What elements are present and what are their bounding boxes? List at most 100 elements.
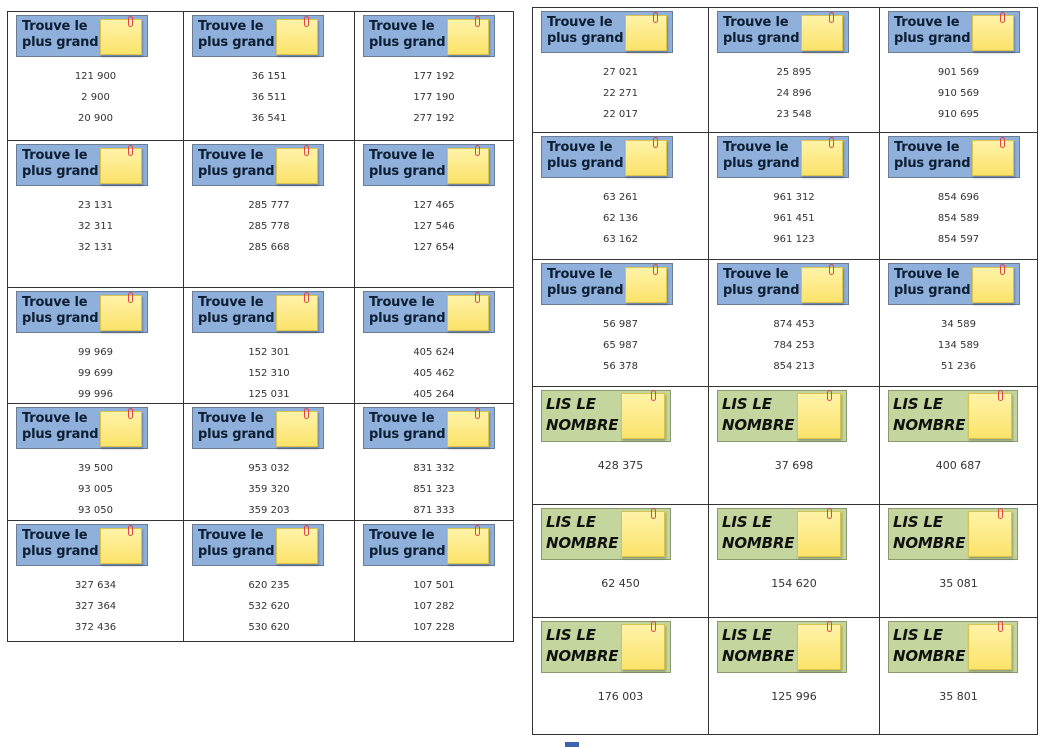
sticky-note-icon (100, 16, 142, 55)
read-card: LIS LE NOMBRE 37 698 (709, 387, 880, 505)
banner-label: Trouve le plus grand (198, 295, 275, 326)
number-value: 20 900 (78, 113, 113, 124)
number-list: 34 589 134 589 51 236 (880, 314, 1037, 377)
number-list: 127 465 127 546 127 654 (355, 195, 513, 258)
banner-label: Trouve le plus grand (198, 148, 275, 179)
number-value: 35 801 (939, 690, 978, 703)
paperclip-icon (1000, 12, 1005, 23)
number-value: 532 620 (248, 601, 290, 612)
find-card: Trouve le plus grand 63 261 62 136 63 162 (533, 133, 709, 260)
number-value: 910 569 (937, 88, 980, 99)
number-value: 93 050 (78, 505, 113, 516)
read-card: LIS LE NOMBRE 62 450 (533, 505, 709, 618)
number-list: 405 624 405 462 405 264 (355, 342, 513, 403)
paperclip-icon (304, 408, 309, 419)
number-value: 62 450 (601, 577, 640, 590)
find-largest-banner: Trouve le plus grand (16, 144, 148, 186)
paperclip-icon (827, 390, 832, 401)
find-largest-banner: Trouve le plus grand (888, 263, 1020, 305)
number-list: 121 900 2 900 20 900 (8, 66, 183, 129)
find-card: Trouve le plus grand 953 032 359 320 359 203 (184, 404, 355, 521)
number-value: 127 465 (413, 200, 455, 211)
read-number-banner: LIS LE NOMBRE (541, 390, 671, 442)
number-list: 953 032 359 320 359 203 (184, 458, 354, 520)
number-list: 327 634 327 364 372 436 (8, 575, 183, 638)
sticky-note-icon (801, 137, 843, 176)
sticky-note-icon (276, 525, 318, 564)
paperclip-icon (653, 12, 658, 23)
sticky-note-icon (968, 508, 1012, 557)
sticky-note-icon (972, 264, 1014, 303)
number-value: 372 436 (74, 622, 117, 633)
number-list: 854 696 854 589 854 597 (880, 187, 1037, 250)
sticky-note-icon (447, 145, 489, 184)
number-value: 127 654 (413, 242, 455, 253)
find-card: Trouve le plus grand 107 501 107 282 107 228 (355, 521, 514, 642)
number-value: 93 005 (78, 484, 113, 495)
number-value: 327 364 (74, 601, 117, 612)
number-list: 285 777 285 778 285 668 (184, 195, 354, 258)
read-number-banner: LIS LE NOMBRE (888, 390, 1018, 442)
find-card: Trouve le plus grand 56 987 65 987 56 378 (533, 260, 709, 387)
number-value: 65 987 (603, 340, 638, 351)
paperclip-icon (304, 525, 309, 536)
paperclip-icon (1000, 264, 1005, 275)
banner-label: Trouve le plus grand (894, 140, 971, 171)
number-value: 127 546 (413, 221, 455, 232)
find-largest-banner: Trouve le plus grand (541, 263, 673, 305)
read-number-banner: LIS LE NOMBRE (717, 508, 847, 560)
paperclip-icon (827, 621, 832, 632)
banner-label: LIS LE NOMBRE (722, 513, 795, 552)
find-card: Trouve le plus grand 34 589 134 589 51 236 (880, 260, 1038, 387)
find-card: Trouve le plus grand 177 192 177 190 277 192 (355, 12, 514, 141)
sticky-note-icon (801, 264, 843, 303)
read-card: LIS LE NOMBRE 400 687 (880, 387, 1038, 505)
find-card: Trouve le plus grand 405 624 405 462 405 264 (355, 288, 514, 404)
number-value: 854 213 (773, 361, 815, 372)
paperclip-icon (128, 408, 133, 419)
banner-label: Trouve le plus grand (723, 15, 800, 46)
left-card-sheet: Trouve le plus grand 121 900 2 900 20 900 Tro… (7, 11, 514, 642)
number-value: 901 569 (937, 67, 980, 78)
read-number-banner: LIS LE NOMBRE (541, 621, 671, 673)
find-largest-banner: Trouve le plus grand (717, 136, 849, 178)
number-value: 851 323 (413, 484, 455, 495)
sticky-note-icon (625, 12, 667, 51)
find-largest-banner: Trouve le plus grand (192, 407, 324, 449)
paperclip-icon (998, 508, 1003, 519)
number-value: 961 123 (773, 234, 815, 245)
read-card: LIS LE NOMBRE 154 620 (709, 505, 880, 618)
banner-label: LIS LE NOMBRE (722, 626, 795, 665)
find-largest-banner: Trouve le plus grand (192, 144, 324, 186)
find-largest-banner: Trouve le plus grand (363, 524, 495, 566)
number-value: 359 320 (248, 484, 290, 495)
number-value: 35 081 (939, 577, 978, 590)
banner-label: LIS LE NOMBRE (546, 513, 619, 552)
find-largest-banner: Trouve le plus grand (16, 524, 148, 566)
sticky-note-icon (621, 621, 665, 670)
number-list: 27 021 22 271 22 017 (533, 62, 708, 125)
number-list: 107 501 107 282 107 228 (355, 575, 513, 638)
number-value: 854 696 (937, 192, 980, 203)
number-value: 405 264 (413, 389, 455, 400)
number-value: 277 192 (413, 113, 455, 124)
number-value: 953 032 (248, 463, 290, 474)
sticky-note-icon (447, 408, 489, 447)
find-card: Trouve le plus grand 854 696 854 589 854 597 (880, 133, 1038, 260)
number-value: 99 969 (78, 347, 113, 358)
number-value: 177 192 (413, 71, 455, 82)
paperclip-icon (653, 137, 658, 148)
number-value: 99 996 (78, 389, 113, 400)
paperclip-icon (304, 145, 309, 156)
find-card: Trouve le plus grand 874 453 784 253 854 213 (709, 260, 880, 387)
find-card: Trouve le plus grand 152 301 152 310 125 031 (184, 288, 355, 404)
banner-label: LIS LE NOMBRE (722, 395, 795, 434)
find-card: Trouve le plus grand 831 332 851 323 871 333 (355, 404, 514, 521)
sticky-note-icon (276, 408, 318, 447)
sticky-note-icon (621, 390, 665, 439)
paperclip-icon (304, 292, 309, 303)
number-value: 51 236 (941, 361, 976, 372)
number-list: 99 969 99 699 99 996 (8, 342, 183, 403)
banner-label: LIS LE NOMBRE (893, 395, 966, 434)
paperclip-icon (829, 12, 834, 23)
